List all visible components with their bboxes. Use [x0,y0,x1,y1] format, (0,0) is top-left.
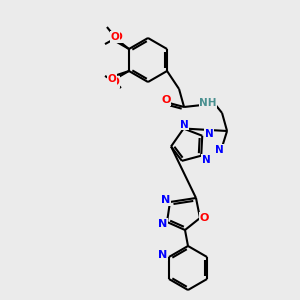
Text: N: N [202,155,211,165]
Text: N: N [158,219,168,229]
Text: N: N [205,129,214,139]
Text: N: N [180,120,189,130]
Text: N: N [215,145,224,155]
Text: O: O [113,32,122,42]
Text: O: O [199,213,209,223]
Text: O: O [161,95,171,105]
Text: O: O [110,77,119,87]
Text: N: N [158,250,168,260]
Text: O: O [108,74,116,84]
Text: O: O [111,32,119,42]
Text: NH: NH [199,98,217,108]
Text: N: N [161,195,171,205]
